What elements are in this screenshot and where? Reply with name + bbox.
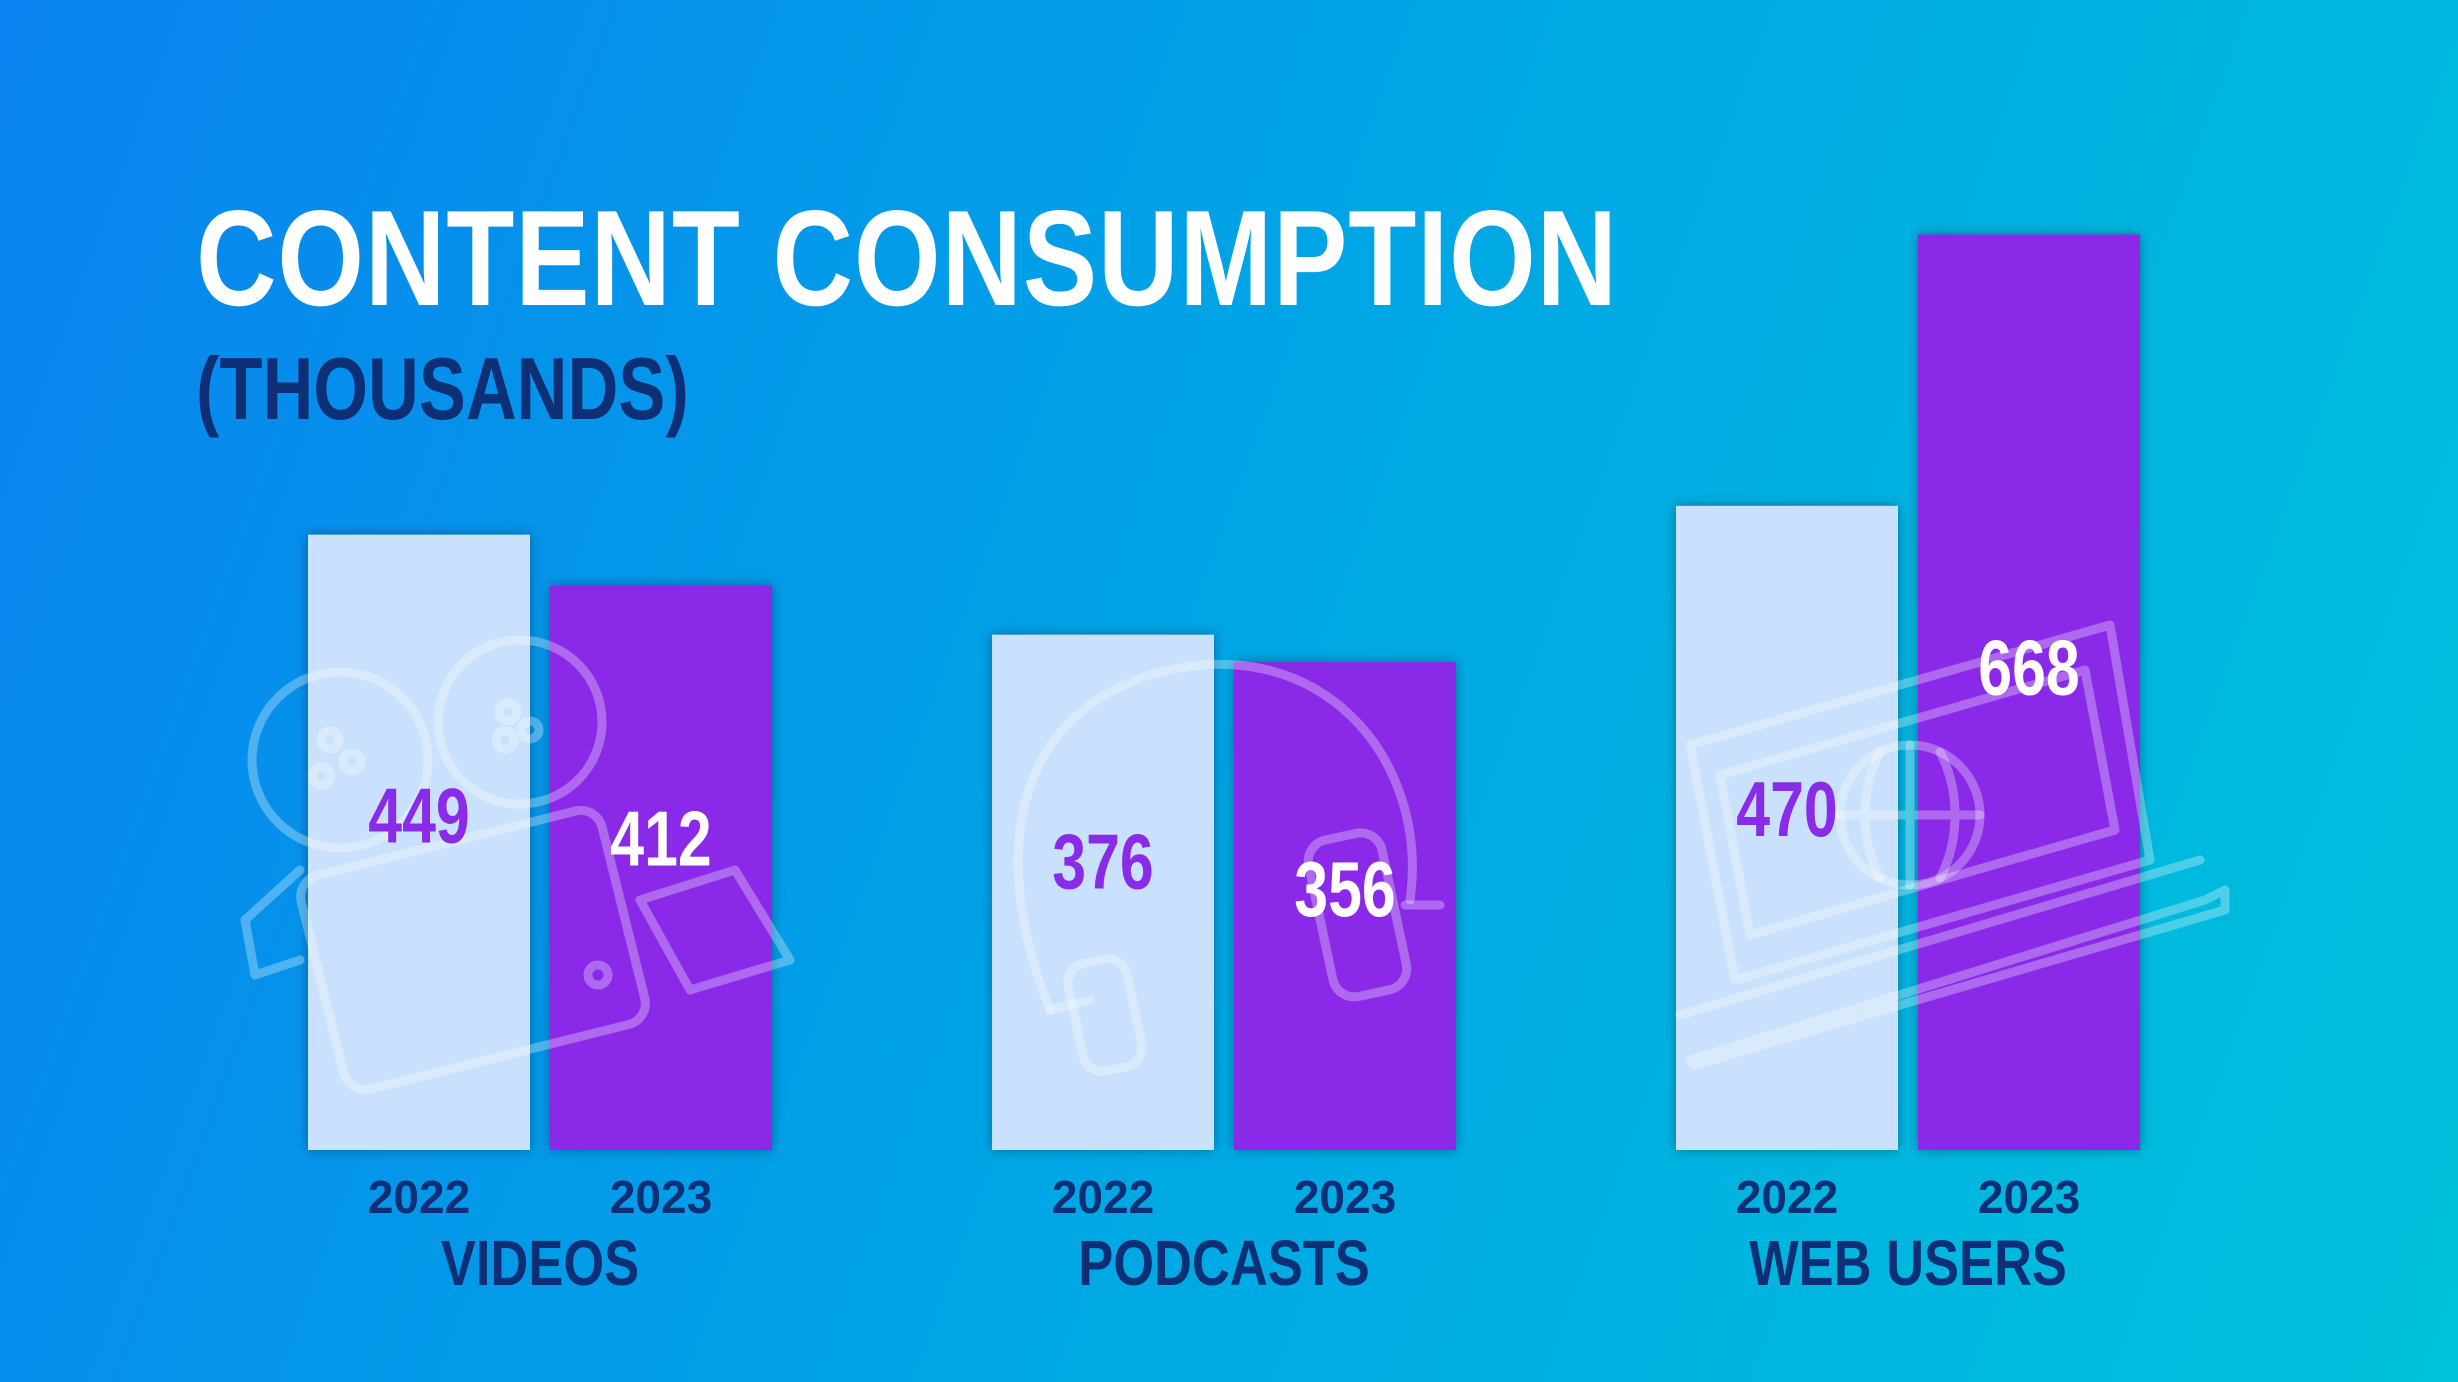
microphone-icon bbox=[1013, 659, 1445, 1076]
category-label-web-users: WEB USERS bbox=[1749, 1228, 2067, 1299]
year-label-web-users-2023: 2023 bbox=[1978, 1171, 2080, 1223]
year-label-videos-2022: 2022 bbox=[368, 1171, 470, 1223]
category-label-videos: VIDEOS bbox=[441, 1228, 639, 1299]
year-label-podcasts-2023: 2023 bbox=[1294, 1171, 1396, 1223]
year-label-web-users-2022: 2022 bbox=[1736, 1171, 1838, 1223]
category-label-podcasts: PODCASTS bbox=[1078, 1228, 1370, 1299]
bar-podcasts-2022 bbox=[992, 634, 1214, 1150]
bar-podcasts-2023 bbox=[1234, 662, 1456, 1150]
value-label-web-users-2023: 668 bbox=[1978, 624, 2080, 711]
chart-subtitle: (THOUSANDS) bbox=[196, 339, 689, 438]
chart-title: CONTENT CONSUMPTION bbox=[196, 182, 1618, 334]
bar-web-users-2023 bbox=[1918, 234, 2140, 1151]
video-camera-icon bbox=[240, 635, 795, 1095]
bar-videos-2022 bbox=[308, 534, 530, 1150]
value-label-podcasts-2022: 376 bbox=[1052, 818, 1154, 905]
year-label-podcasts-2022: 2022 bbox=[1052, 1171, 1154, 1223]
value-label-videos-2022: 449 bbox=[368, 772, 470, 859]
bar-web-users-2022 bbox=[1676, 505, 1898, 1150]
value-label-podcasts-2023: 356 bbox=[1294, 846, 1396, 933]
value-label-web-users-2022: 470 bbox=[1736, 766, 1838, 853]
value-label-videos-2023: 412 bbox=[610, 795, 712, 882]
bar-videos-2023 bbox=[550, 585, 772, 1150]
laptop-globe-icon bbox=[1675, 620, 2230, 1070]
year-label-videos-2023: 2023 bbox=[610, 1171, 712, 1223]
